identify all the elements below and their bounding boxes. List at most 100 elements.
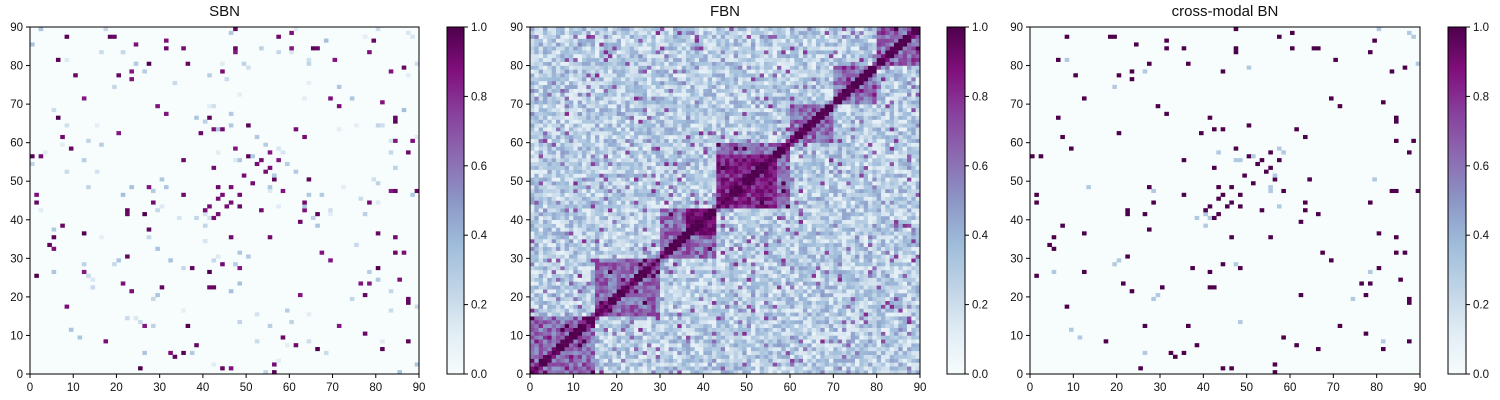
heatmap-cell	[729, 285, 734, 290]
heatmap-cell	[881, 192, 886, 197]
heatmap-cell	[764, 281, 769, 286]
heatmap-cell	[768, 177, 773, 182]
heatmap-cell	[746, 362, 752, 367]
heatmap-cell	[569, 177, 574, 182]
heatmap-cell	[738, 208, 743, 213]
heatmap-cell	[790, 208, 795, 213]
heatmap-cell	[755, 239, 760, 244]
heatmap-cells	[30, 27, 420, 375]
heatmap-cell	[720, 350, 726, 355]
heatmap-cell	[237, 204, 243, 209]
heatmap-cell	[677, 262, 682, 267]
heatmap-cell	[759, 289, 765, 294]
heatmap-cell	[699, 308, 704, 313]
heatmap-cell	[772, 354, 778, 359]
heatmap-cell	[716, 262, 721, 267]
heatmap-cell	[367, 50, 372, 55]
heatmap-cell	[686, 308, 691, 313]
heatmap-cell	[759, 293, 765, 298]
heatmap-cell	[686, 185, 691, 190]
heatmap-cell	[410, 34, 415, 39]
heatmap-cell	[577, 331, 583, 336]
heatmap-cell	[907, 281, 912, 286]
heatmap-cell	[842, 204, 847, 209]
heatmap-cell	[686, 343, 691, 348]
heatmap-cell	[738, 181, 743, 186]
heatmap-cell	[595, 273, 600, 278]
heatmap-cell	[608, 235, 613, 240]
heatmap-cell	[530, 343, 535, 348]
heatmap-cell	[664, 312, 669, 317]
heatmap-cell	[616, 204, 622, 209]
heatmap-cell	[534, 212, 539, 217]
heatmap-cell	[837, 335, 843, 340]
heatmap-cell	[599, 308, 604, 313]
heatmap-cell	[768, 312, 773, 317]
heatmap-cell	[551, 212, 557, 217]
heatmap-cell	[863, 362, 869, 367]
heatmap-cell	[625, 254, 630, 259]
heatmap-cell	[777, 212, 782, 217]
heatmap-cell	[725, 227, 730, 232]
heatmap-cell	[573, 185, 578, 190]
heatmap-cell	[855, 254, 860, 259]
heatmap-cell	[677, 219, 682, 224]
heatmap-cell	[560, 304, 565, 309]
heatmap-cell	[751, 239, 756, 244]
heatmap-cell	[876, 266, 882, 271]
heatmap-cell	[733, 200, 739, 205]
heatmap-cell	[755, 300, 760, 305]
heatmap-cell	[833, 281, 838, 286]
heatmap-cell	[621, 285, 626, 290]
heatmap-cell	[911, 320, 916, 325]
heatmap-cell	[837, 235, 843, 240]
heatmap-cell	[759, 239, 765, 244]
heatmap-cell	[733, 323, 739, 328]
heatmap-cell	[612, 223, 617, 228]
heatmap-cell	[716, 181, 721, 186]
heatmap-cell	[211, 258, 217, 263]
heatmap-cell	[790, 304, 795, 309]
heatmap-cell	[850, 185, 856, 190]
y-tick-label: 40	[10, 215, 23, 227]
heatmap-cell	[850, 196, 856, 201]
heatmap-cell	[850, 273, 856, 278]
heatmap-cell	[850, 266, 856, 271]
heatmap-cell	[603, 370, 609, 375]
heatmap-cell	[833, 312, 838, 317]
heatmap-cell	[590, 277, 596, 282]
heatmap-cell	[902, 316, 908, 321]
heatmap-cell	[816, 300, 821, 305]
heatmap-cell	[681, 281, 687, 286]
heatmap-cell	[794, 281, 799, 286]
heatmap-cell	[590, 254, 596, 259]
heatmap-cell	[538, 177, 544, 182]
heatmap-cell	[907, 219, 912, 224]
heatmap-cell	[543, 304, 548, 309]
heatmap-cell	[586, 354, 591, 359]
heatmap-cell	[547, 327, 552, 332]
heatmap-cell	[868, 362, 873, 367]
heatmap-cell	[543, 312, 548, 317]
heatmap-cell	[820, 192, 825, 197]
heatmap-cell	[876, 254, 882, 259]
heatmap-cell	[621, 343, 626, 348]
heatmap-cell	[755, 289, 760, 294]
heatmap-cell	[837, 258, 843, 263]
heatmap-cell	[837, 277, 843, 282]
heatmap-cell	[898, 320, 903, 325]
heatmap-cell	[547, 293, 552, 298]
heatmap-cell	[573, 204, 578, 209]
heatmap-cell	[690, 289, 695, 294]
heatmap-cell	[673, 223, 678, 228]
heatmap-cell	[664, 266, 669, 271]
heatmap-cell	[341, 185, 346, 190]
heatmap-cell	[638, 185, 643, 190]
heatmap-cell	[824, 242, 830, 248]
heatmap-cell	[764, 347, 769, 352]
heatmap-cell	[746, 289, 752, 294]
heatmap-cell	[564, 196, 570, 201]
heatmap-cell	[894, 204, 899, 209]
heatmap-cell	[612, 308, 617, 313]
heatmap-cell	[534, 223, 539, 228]
